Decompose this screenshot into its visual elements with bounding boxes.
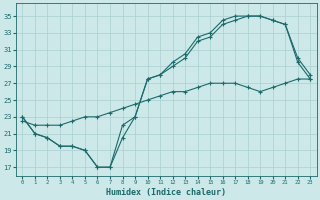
X-axis label: Humidex (Indice chaleur): Humidex (Indice chaleur) bbox=[106, 188, 226, 197]
